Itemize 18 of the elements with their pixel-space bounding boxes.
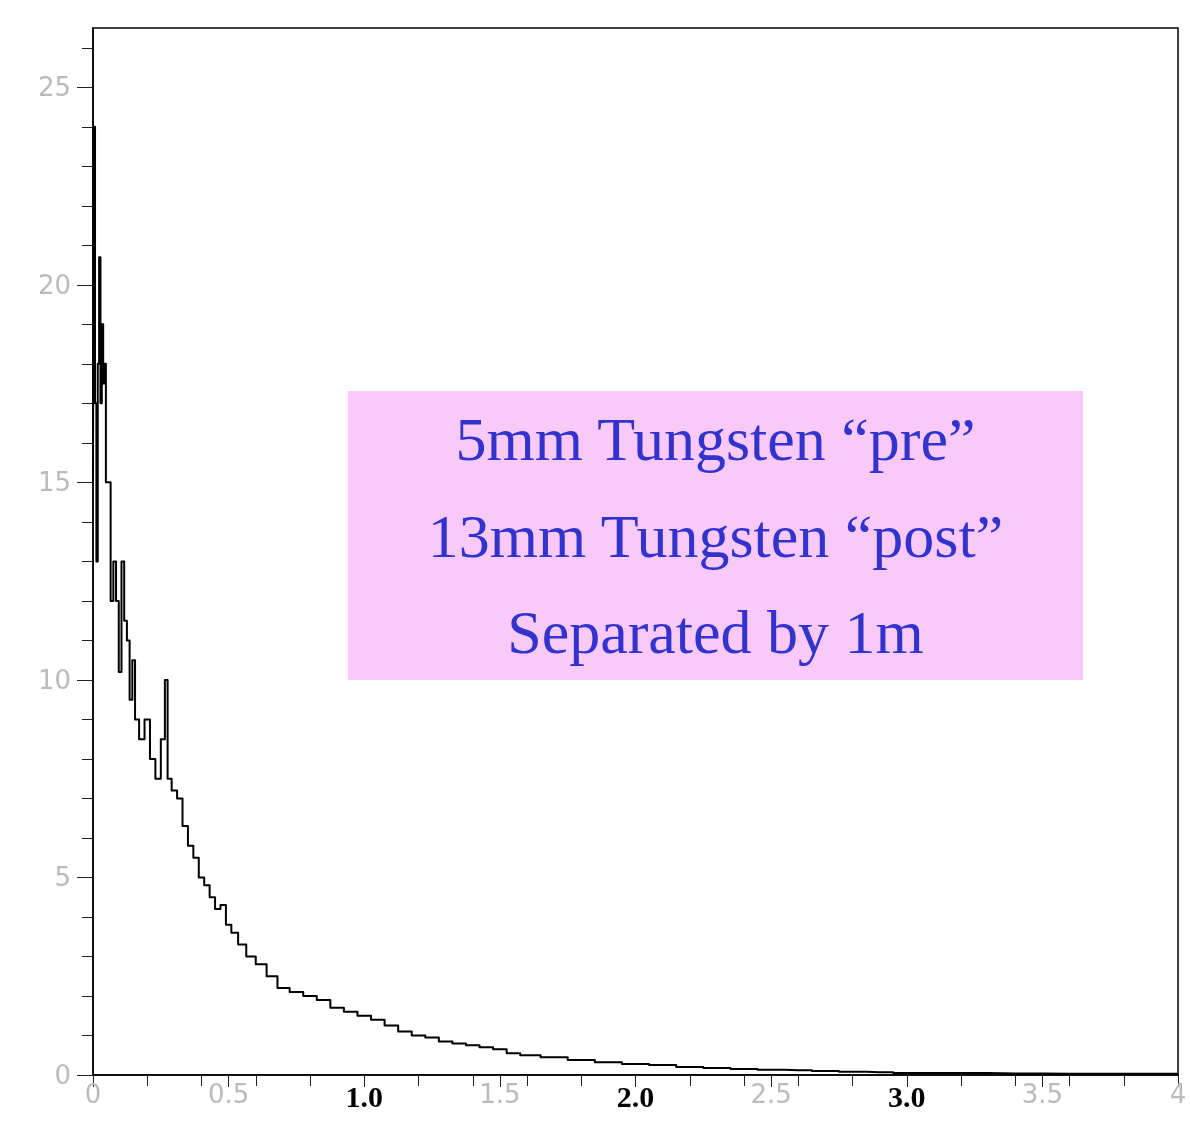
- annotation: 5mm Tungsten “pre”: [455, 405, 976, 474]
- x-tick-label: 2.0: [616, 1079, 655, 1113]
- x-tick-label: 2.5: [750, 1079, 792, 1109]
- y-tick-label: 15: [37, 467, 71, 498]
- y-tick-label: 25: [37, 72, 71, 103]
- x-tick-label: 3.5: [1021, 1079, 1064, 1109]
- annotation: Separated by 1m: [507, 597, 924, 666]
- annotation: 13mm Tungsten “post”: [427, 501, 1004, 570]
- y-tick-label: 0: [54, 1060, 71, 1090]
- x-tick-label: 0: [84, 1079, 102, 1109]
- y-tick-label: 20: [37, 269, 71, 300]
- y-tick-label: 10: [37, 664, 71, 695]
- x-tick-label: 4: [1169, 1079, 1187, 1109]
- x-tick-label: 0.5: [207, 1079, 250, 1109]
- x-tick-label: 1.0: [345, 1079, 383, 1113]
- x-tick-label: 1.5: [479, 1079, 521, 1109]
- y-tick-label: 5: [54, 862, 71, 893]
- x-tick-label: 3.0: [888, 1079, 926, 1113]
